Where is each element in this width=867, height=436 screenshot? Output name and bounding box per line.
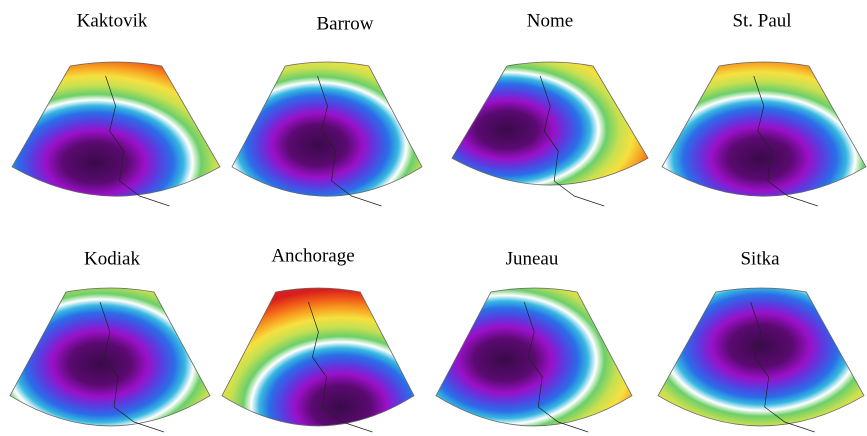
map-panel: [452, 62, 648, 185]
map-panel: [658, 288, 864, 426]
map-panel: [436, 288, 632, 426]
panel-title: Kaktovik: [77, 10, 148, 31]
map-panel: [10, 288, 210, 426]
map-panel: [662, 62, 866, 196]
figure: Kaktovik Barrow Nome St. Paul Kodiak Anchorag…: [0, 0, 867, 436]
map-panel: [232, 62, 422, 196]
panel-title: Anchorage: [271, 245, 354, 266]
panel-title: Kodiak: [84, 248, 140, 269]
panel-title: Juneau: [506, 248, 559, 269]
panel-title: Sitka: [740, 248, 780, 269]
panel-title: Barrow: [317, 13, 374, 34]
map-panel: [12, 62, 220, 196]
panel-title: St. Paul: [732, 10, 791, 31]
map-panel: [222, 288, 414, 426]
panel-title: Nome: [527, 10, 573, 31]
